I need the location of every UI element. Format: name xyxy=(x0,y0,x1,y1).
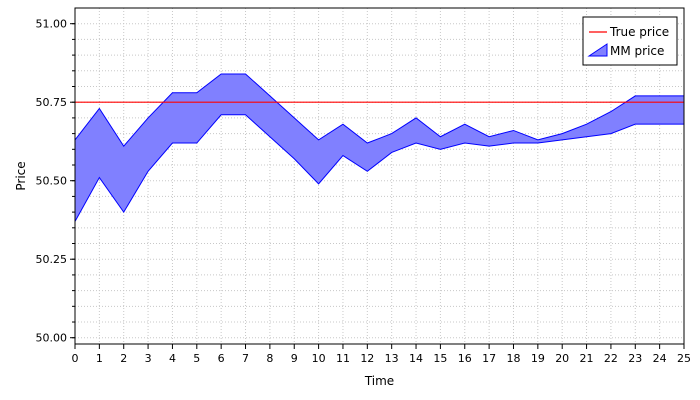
x-tick-label: 25 xyxy=(677,352,691,365)
x-tick-label: 14 xyxy=(409,352,423,365)
x-tick-label: 3 xyxy=(145,352,152,365)
y-tick-label: 50.75 xyxy=(36,96,68,109)
band-layer xyxy=(74,73,684,222)
x-tick-label: 13 xyxy=(385,352,399,365)
legend-label-mm-price: MM price xyxy=(610,44,664,58)
mm-price-upper-line xyxy=(74,73,684,148)
x-tick-label: 23 xyxy=(628,352,642,365)
x-tick-label: 19 xyxy=(531,352,545,365)
plot-frame xyxy=(74,7,685,345)
x-tick-label: 5 xyxy=(193,352,200,365)
y-axis-title: Price xyxy=(14,161,28,190)
x-tick-label: 8 xyxy=(266,352,273,365)
mm-price-band-fill xyxy=(75,73,684,222)
x-tick-label: 10 xyxy=(312,352,326,365)
x-tick-label: 7 xyxy=(242,352,249,365)
x-tick-label: 11 xyxy=(336,352,350,365)
mm-price-lower-line xyxy=(74,114,684,222)
x-tick-label: 20 xyxy=(555,352,569,365)
x-tick-label: 22 xyxy=(604,352,618,365)
y-tick-label: 50.25 xyxy=(36,253,68,266)
x-tick-label: 12 xyxy=(360,352,374,365)
x-tick-label: 21 xyxy=(580,352,594,365)
y-tick-label: 50.50 xyxy=(36,175,68,188)
legend-label-true-price: True price xyxy=(609,25,669,39)
x-tick-label: 16 xyxy=(458,352,472,365)
x-tick-label: 1 xyxy=(96,352,103,365)
x-tick-label: 18 xyxy=(506,352,520,365)
y-tick-label: 50.00 xyxy=(36,332,68,345)
y-axis: 50.00 50.25 50.50 50.75 51.00 xyxy=(36,18,75,345)
legend-swatch-mm-price xyxy=(587,43,608,57)
x-axis-title: Time xyxy=(364,374,394,388)
x-tick-label: 4 xyxy=(169,352,176,365)
legend-box xyxy=(582,16,678,66)
x-tick-label: 2 xyxy=(120,352,127,365)
x-tick-label: 9 xyxy=(291,352,298,365)
x-tick-label: 17 xyxy=(482,352,496,365)
x-axis: 0 1 2 3 4 5 6 7 8 9 10 11 12 13 14 15 16 17 18 19 20 21 22 23 24… xyxy=(72,344,691,365)
x-tick-label: 15 xyxy=(433,352,447,365)
legend: True price MM price xyxy=(582,16,678,66)
x-tick-label: 24 xyxy=(653,352,667,365)
x-tick-label: 0 xyxy=(72,352,79,365)
x-tick-label: 6 xyxy=(218,352,225,365)
y-tick-label: 51.00 xyxy=(36,18,68,31)
grid xyxy=(74,8,685,344)
